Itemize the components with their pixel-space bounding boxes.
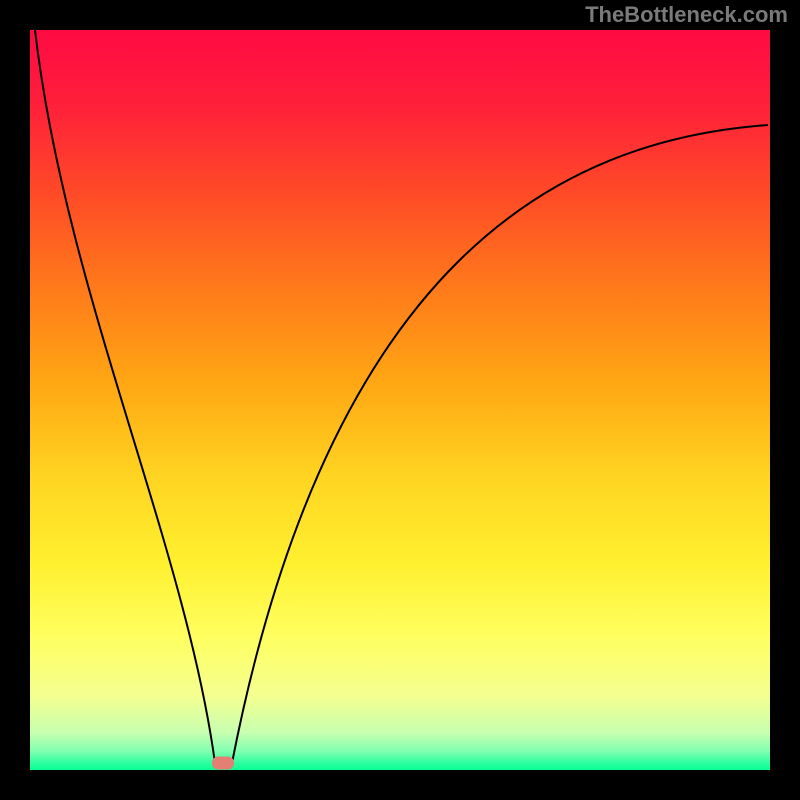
optimal-point-marker [212,757,234,770]
plot-background [30,30,770,770]
bottleneck-chart [0,0,800,800]
chart-container: TheBottleneck.com [0,0,800,800]
watermark-text: TheBottleneck.com [585,2,788,28]
